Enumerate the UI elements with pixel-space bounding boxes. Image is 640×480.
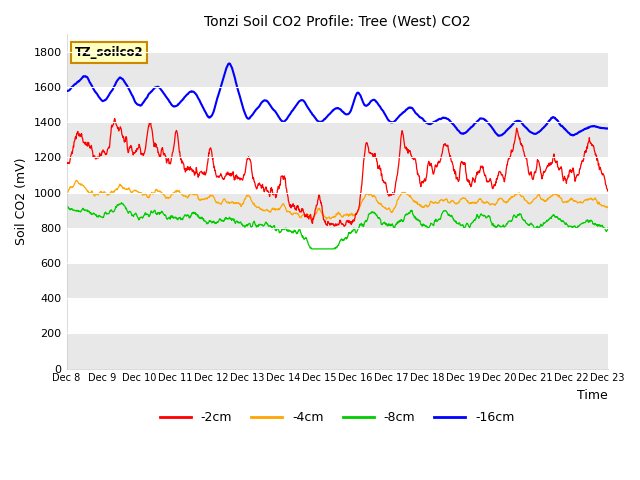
Y-axis label: Soil CO2 (mV): Soil CO2 (mV): [15, 158, 28, 245]
Title: Tonzi Soil CO2 Profile: Tree (West) CO2: Tonzi Soil CO2 Profile: Tree (West) CO2: [204, 15, 470, 29]
Bar: [67, 263, 608, 298]
Bar: [67, 122, 608, 157]
Bar: [67, 228, 608, 263]
Bar: [67, 52, 608, 87]
Bar: [67, 298, 608, 333]
Text: TZ_soilco2: TZ_soilco2: [75, 46, 143, 59]
Bar: [67, 333, 608, 369]
Bar: [67, 192, 608, 228]
X-axis label: Time: Time: [577, 389, 608, 402]
Legend: -2cm, -4cm, -8cm, -16cm: -2cm, -4cm, -8cm, -16cm: [154, 406, 520, 429]
Bar: [67, 157, 608, 192]
Bar: [67, 87, 608, 122]
